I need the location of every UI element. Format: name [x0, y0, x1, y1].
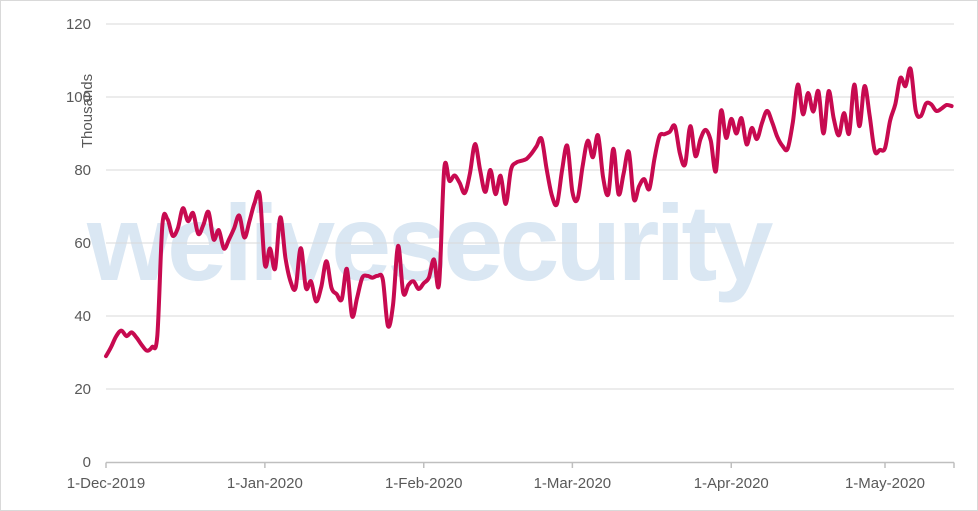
- x-tick-label: 1-Dec-2019: [67, 475, 145, 492]
- x-tick-label: 1-May-2020: [845, 475, 925, 492]
- x-tick-label: 1-Apr-2020: [694, 475, 769, 492]
- y-tick-label: 40: [74, 308, 91, 325]
- data-line-series: [104, 66, 954, 359]
- x-tick-label: 1-Feb-2020: [385, 475, 463, 492]
- y-tick-label: 100: [66, 89, 91, 106]
- y-tick-label: 60: [74, 235, 91, 252]
- x-tick-label: 1-Jan-2020: [227, 475, 303, 492]
- x-tick-label: 1-Mar-2020: [534, 475, 612, 492]
- y-tick-label: 120: [66, 16, 91, 33]
- y-tick-label: 0: [83, 454, 91, 471]
- y-tick-label: 80: [74, 162, 91, 179]
- y-tick-label: 20: [74, 381, 91, 398]
